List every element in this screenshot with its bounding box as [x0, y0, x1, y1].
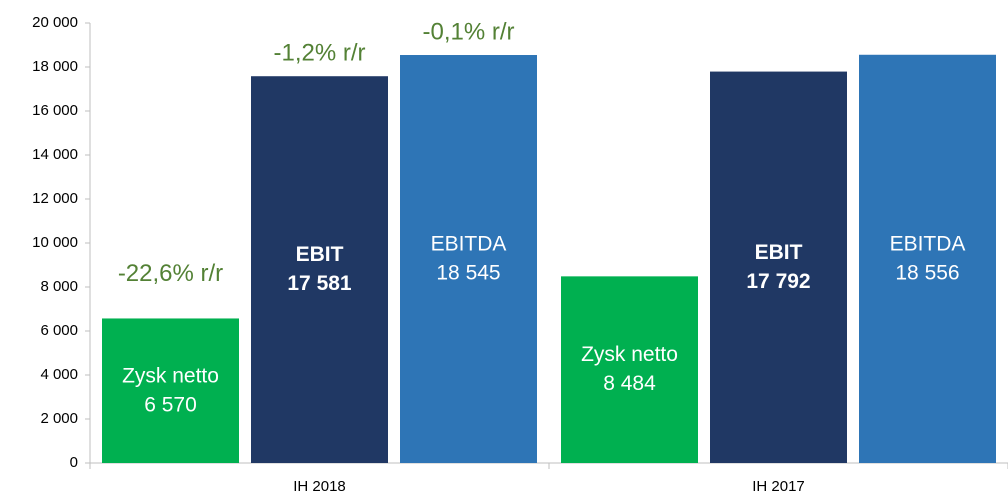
bar-label-name: EBIT — [755, 241, 803, 264]
annotation: -22,6% r/r — [118, 260, 223, 287]
y-tick-label: 8 000 — [40, 278, 78, 295]
bar-label-value: 17 792 — [746, 270, 810, 293]
y-tick-label: 6 000 — [40, 322, 78, 339]
annotation: -0,1% r/r — [422, 18, 514, 45]
x-tick-label: IH 2018 — [293, 478, 346, 495]
bar-label-value: 18 545 — [436, 262, 500, 285]
annotation: -1,2% r/r — [273, 40, 365, 67]
bar-label-name: EBITDA — [431, 233, 507, 256]
bar — [102, 318, 239, 463]
x-tick-label: IH 2017 — [752, 478, 805, 495]
bar — [561, 276, 698, 463]
bar-label-name: Zysk netto — [581, 343, 678, 366]
bar-label-value: 18 556 — [895, 261, 959, 284]
bar-label-value: 6 570 — [144, 393, 197, 416]
y-tick-label: 14 000 — [32, 146, 78, 163]
bar-label-name: EBITDA — [890, 232, 966, 255]
y-tick-label: 2 000 — [40, 410, 78, 427]
y-tick-label: 10 000 — [32, 234, 78, 251]
y-tick-label: 12 000 — [32, 190, 78, 207]
bar-label-name: EBIT — [296, 243, 344, 266]
bar-label-name: Zysk netto — [122, 364, 219, 387]
y-tick-label: 20 000 — [32, 14, 78, 31]
y-tick-label: 0 — [70, 454, 78, 471]
bar — [251, 76, 388, 463]
bar — [400, 55, 537, 463]
bar-label-value: 8 484 — [603, 372, 656, 395]
bar — [859, 54, 996, 463]
y-tick-label: 4 000 — [40, 366, 78, 383]
bar-label-value: 17 581 — [287, 272, 352, 295]
y-tick-label: 16 000 — [32, 102, 78, 119]
bar — [710, 71, 847, 464]
y-tick-label: 18 000 — [32, 58, 78, 75]
